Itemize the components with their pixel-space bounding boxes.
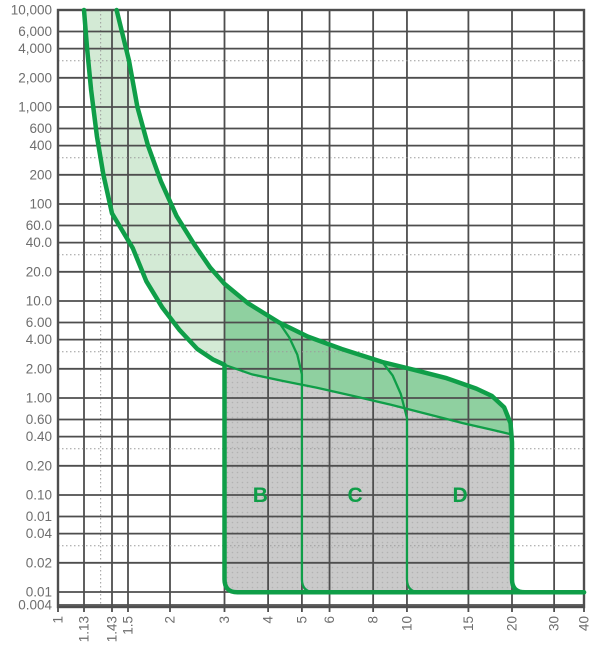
y-tick-label: 600	[29, 121, 52, 136]
y-axis-labels: 10,000 6,000 4,000 2,000 1,000 600 400 200 100 60…	[11, 3, 53, 613]
y-tick-label: 10,000	[11, 3, 52, 18]
curve-label-C: C	[347, 484, 362, 507]
curve-class-labels: B C D	[253, 484, 468, 507]
x-tick-label: 1	[51, 616, 66, 624]
x-tick-label: 20	[505, 616, 520, 631]
y-tick-label: 200	[29, 167, 52, 182]
y-tick-label: 0.04	[26, 526, 53, 541]
y-tick-label: 0.20	[26, 458, 52, 473]
x-tick-label: 8	[366, 616, 381, 624]
trip-curves	[81, 7, 587, 595]
y-tick-label: 0.40	[26, 429, 52, 444]
instantaneous-trip-region	[224, 364, 525, 593]
x-tick-label: 1.5	[121, 616, 136, 635]
y-tick-label: 4,000	[18, 41, 52, 56]
x-tick-label: 30	[547, 616, 562, 631]
curve-label-B: B	[253, 484, 268, 507]
x-tick-label: 2	[163, 616, 178, 624]
curve-lower-limit-extension	[223, 363, 514, 436]
y-tick-label: 100	[29, 197, 52, 212]
curve-label-D: D	[453, 484, 468, 507]
x-tick-label: 3	[217, 616, 232, 624]
y-tick-label: 1.00	[26, 391, 52, 406]
y-tick-label: 0.01	[26, 585, 52, 600]
magnetic-band-region	[224, 283, 512, 443]
y-tick-label: 2.00	[26, 361, 52, 376]
shaded-regions	[84, 10, 525, 593]
thermal-band-region	[84, 10, 225, 365]
y-tick-label: 1,000	[18, 100, 52, 115]
y-tick-label: 4.00	[26, 332, 52, 347]
x-tick-label: 6	[322, 616, 337, 624]
curve-curve-B-magnetic-trip	[277, 321, 317, 594]
y-tick-label: 400	[29, 138, 52, 153]
y-tick-label: 60.0	[26, 218, 52, 233]
y-tick-label: 0.10	[26, 488, 52, 503]
y-tick-label: 2,000	[18, 70, 52, 85]
y-tick-label: 40.0	[26, 235, 52, 250]
curve-curve-C-magnetic-trip	[381, 360, 422, 594]
x-tick-label: 15	[461, 616, 476, 631]
x-axis-labels: 1 1.13 1.43 1.5 2 3 4 5 6 8 10 15 20 30 40	[51, 616, 592, 643]
x-tick-label: 10	[399, 616, 414, 631]
y-tick-label: 10.0	[26, 294, 52, 309]
x-tick-label: 5	[294, 616, 309, 624]
y-tick-label: 0.02	[26, 555, 52, 570]
x-tick-label: 1.13	[77, 616, 92, 642]
y-tick-label: 0.60	[26, 412, 52, 427]
x-tick-label: 4	[261, 616, 276, 624]
y-tick-label: 6.00	[26, 315, 52, 330]
plot-border	[56, 8, 586, 609]
y-tick-label: 20.0	[26, 264, 52, 279]
y-tick-label: 0.01	[26, 509, 52, 524]
y-tick-label: 6,000	[18, 24, 52, 39]
curve-tripping-upper-limit	[114, 7, 587, 595]
y-tick-label: 0.004	[18, 598, 52, 613]
x-tick-label: 1.43	[105, 616, 120, 642]
x-tick-label: 40	[577, 616, 592, 631]
